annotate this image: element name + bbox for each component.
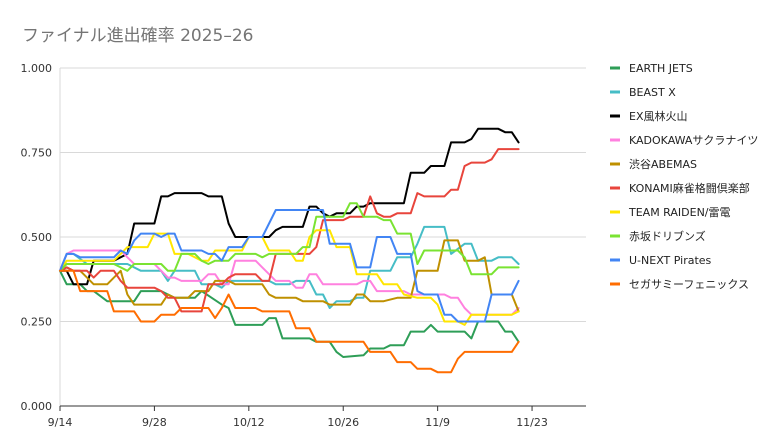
series-line-9 xyxy=(59,209,520,323)
x-axis-ticks: 9/14 9/28 10/12 10/26 11/9 11/23 xyxy=(48,406,548,429)
series-line-10 xyxy=(59,269,520,374)
y-tick-label: 0.750 xyxy=(21,147,53,160)
series-line-8 xyxy=(59,202,520,276)
y-tick-label: 0.500 xyxy=(21,231,53,244)
x-tick-label: 9/14 xyxy=(48,416,73,429)
legend-entry: 赤坂ドリブンズ xyxy=(629,229,706,243)
legend-entry: U-NEXT Pirates xyxy=(629,254,712,267)
x-tick-label: 11/23 xyxy=(516,416,548,429)
series-line-1 xyxy=(59,269,520,358)
x-tick-label: 11/9 xyxy=(425,416,450,429)
series-line-3 xyxy=(59,127,520,286)
y-tick-label: 0.000 xyxy=(21,400,53,413)
legend-entry: EX風林火山 xyxy=(629,109,688,123)
y-axis-ticks: 0.000 0.250 0.500 0.750 1.000 xyxy=(21,62,53,413)
series-lines xyxy=(59,127,520,374)
legend-entry: KADOKAWAサクラナイツ xyxy=(629,134,758,147)
legend-entry: BEAST X xyxy=(629,86,676,99)
series-line-7 xyxy=(59,229,520,326)
legend-entry: TEAM RAIDEN/雷電 xyxy=(628,206,731,219)
y-tick-label: 1.000 xyxy=(21,62,53,75)
y-tick-label: 0.250 xyxy=(21,316,53,329)
legend-entry: セガサミーフェニックス xyxy=(629,278,749,291)
x-tick-label: 10/26 xyxy=(327,416,359,429)
legend-entry: 渋谷ABEMAS xyxy=(629,158,697,171)
chart-title: ファイナル進出確率 2025–26 xyxy=(22,26,253,46)
legend-entry: EARTH JETS xyxy=(629,62,693,75)
legend: EARTH JETS BEAST X EX風林火山 KADOKAWAサクラナイツ渋谷A… xyxy=(610,62,758,291)
series-line-2 xyxy=(59,225,520,309)
x-tick-label: 10/12 xyxy=(233,416,265,429)
x-tick-label: 9/28 xyxy=(142,416,167,429)
series-line-5 xyxy=(59,239,520,313)
legend-entry: KONAMI麻雀格闘倶楽部 xyxy=(629,181,750,195)
